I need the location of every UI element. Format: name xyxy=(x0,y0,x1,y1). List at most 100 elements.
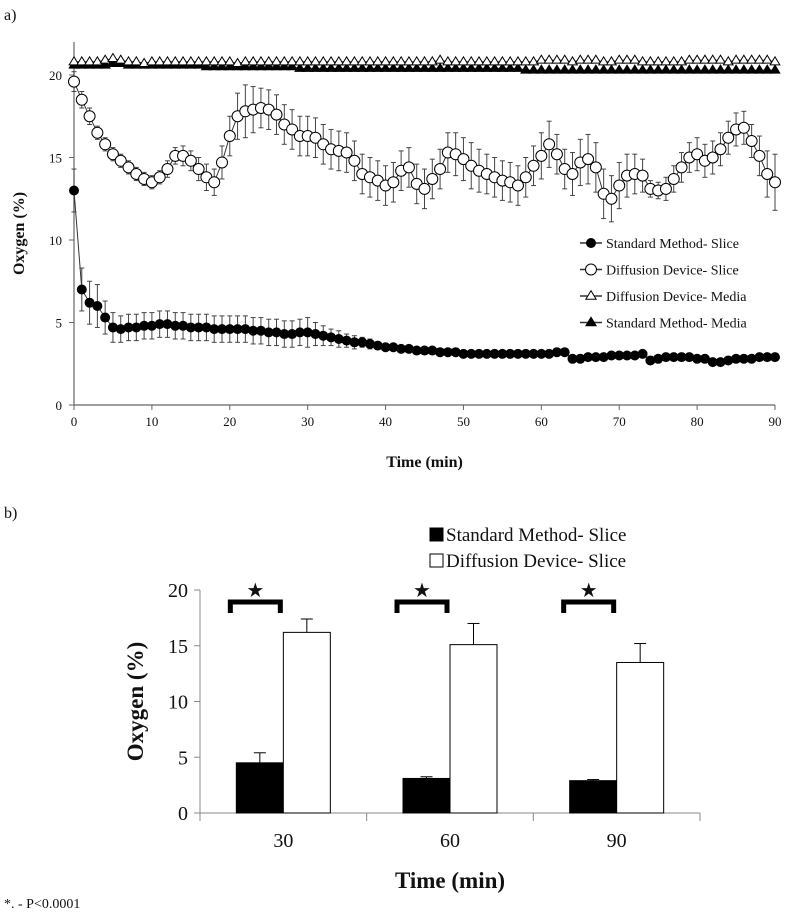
data-point-marker xyxy=(543,138,556,151)
data-point-marker xyxy=(527,55,540,66)
data-point-marker xyxy=(621,64,633,74)
data-point-marker xyxy=(364,55,376,66)
y-tick-label-a: 5 xyxy=(56,316,63,331)
series-standard-method-slice xyxy=(69,168,780,368)
legend-b: Standard Method- Slice Diffusion Device- … xyxy=(429,525,626,572)
legend-swatch-b xyxy=(429,527,444,542)
data-point-marker xyxy=(68,55,80,66)
data-point-marker xyxy=(364,62,376,72)
data-point-marker xyxy=(668,64,680,74)
data-point-marker xyxy=(753,64,766,74)
data-point-marker xyxy=(255,55,267,66)
data-point-marker xyxy=(582,153,595,166)
data-point-marker xyxy=(520,64,532,74)
data-point-marker xyxy=(511,179,524,192)
data-point-marker xyxy=(613,64,625,74)
data-point-marker xyxy=(301,55,314,66)
x-tick-label-a: 70 xyxy=(613,414,626,429)
data-point-marker xyxy=(683,64,696,74)
data-point-marker xyxy=(379,55,392,66)
data-point-marker xyxy=(76,55,88,66)
data-point-marker xyxy=(714,143,727,156)
data-point-marker xyxy=(255,60,267,71)
data-point-marker xyxy=(161,163,174,176)
x-tick-label-a: 50 xyxy=(457,414,470,429)
significance-star: ★ xyxy=(413,580,431,602)
data-point-marker xyxy=(115,54,127,64)
data-point-marker xyxy=(737,121,750,134)
data-point-marker xyxy=(769,64,781,74)
data-point-marker xyxy=(722,64,734,74)
x-category-label-b: 90 xyxy=(607,830,627,852)
data-point-marker xyxy=(161,55,174,66)
data-point-marker xyxy=(100,312,111,323)
x-tick-label-a: 10 xyxy=(145,414,158,429)
x-tick-label-a: 80 xyxy=(691,414,704,429)
data-point-marker xyxy=(340,55,353,66)
data-point-marker xyxy=(395,62,407,72)
data-point-marker xyxy=(216,60,228,71)
data-point-marker xyxy=(442,55,454,66)
data-point-marker xyxy=(714,64,727,74)
data-point-marker xyxy=(566,55,579,66)
data-point-marker xyxy=(613,54,625,64)
data-point-marker xyxy=(301,62,314,72)
data-point-marker xyxy=(99,59,111,69)
data-point-marker xyxy=(566,64,579,74)
legend-item-b: Diffusion Device- Slice xyxy=(429,551,626,572)
data-point-marker xyxy=(449,55,462,66)
data-point-marker xyxy=(153,55,166,66)
data-point-marker xyxy=(512,62,524,72)
data-point-marker xyxy=(215,156,228,169)
x-category-label-b: 30 xyxy=(273,830,293,852)
data-point-marker xyxy=(582,64,594,74)
data-point-marker xyxy=(294,62,306,72)
data-point-marker xyxy=(586,238,596,248)
data-point-marker xyxy=(106,148,119,161)
data-point-marker xyxy=(325,62,337,72)
data-point-marker xyxy=(558,64,571,74)
data-point-marker xyxy=(418,55,431,66)
data-point-marker xyxy=(770,352,780,363)
data-point-marker xyxy=(294,55,306,66)
data-point-marker xyxy=(745,135,758,147)
data-point-marker xyxy=(387,176,400,189)
data-point-marker xyxy=(699,64,711,74)
data-point-marker xyxy=(224,55,236,66)
data-point-marker xyxy=(200,55,213,66)
data-point-marker xyxy=(231,57,244,67)
data-point-marker xyxy=(138,57,150,67)
data-point-marker xyxy=(340,62,353,72)
data-point-marker xyxy=(153,171,166,184)
y-tick-label-a: 20 xyxy=(49,68,62,83)
series-diffusion-device-media xyxy=(68,52,781,67)
data-point-marker xyxy=(333,55,345,66)
legend-a: Standard Method- Slice Diffusion Device- … xyxy=(580,237,748,332)
data-point-marker xyxy=(403,62,415,72)
legend-swatch-b xyxy=(429,553,444,568)
data-point-marker xyxy=(496,62,509,72)
data-point-marker xyxy=(457,153,470,166)
bar-standard-method xyxy=(235,762,284,814)
data-point-marker xyxy=(535,149,548,162)
data-point-marker xyxy=(660,64,672,74)
data-point-marker xyxy=(699,54,711,64)
data-point-marker xyxy=(559,347,570,358)
data-point-marker xyxy=(769,176,781,189)
data-point-marker xyxy=(224,60,236,71)
data-point-marker xyxy=(644,64,657,74)
data-point-marker xyxy=(442,62,454,72)
data-point-marker xyxy=(605,192,618,205)
data-point-marker xyxy=(488,62,501,72)
data-point-marker xyxy=(379,62,392,72)
data-point-marker xyxy=(239,55,252,66)
data-point-marker xyxy=(481,62,493,72)
y-tick-label-a: 15 xyxy=(49,151,62,166)
y-tick-label-a: 10 xyxy=(49,233,62,248)
data-point-marker xyxy=(418,62,431,72)
data-point-marker xyxy=(263,55,275,66)
x-tick-label-a: 40 xyxy=(379,414,392,429)
data-point-marker xyxy=(356,62,368,72)
series-standard-method-media xyxy=(68,57,781,74)
significance-bracket xyxy=(561,599,617,613)
